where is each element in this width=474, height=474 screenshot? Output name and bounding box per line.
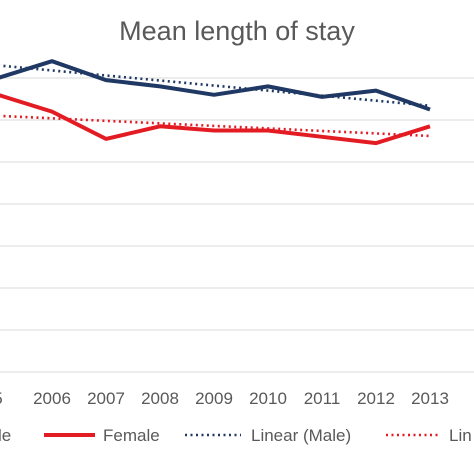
x-tick-label: 2012 xyxy=(357,389,395,408)
legend-label-male: le xyxy=(0,426,11,445)
series-line-male xyxy=(0,59,431,112)
chart-title: Mean length of stay xyxy=(119,16,355,46)
x-tick-label: 2013 xyxy=(411,389,449,408)
legend-label-linear-male: Linear (Male) xyxy=(251,426,351,445)
series-line-female xyxy=(0,93,431,146)
legend-label-linear-female: Lin xyxy=(449,426,472,445)
x-tick-label: 2006 xyxy=(33,389,71,408)
x-tick-label: 5 xyxy=(0,389,3,408)
x-tick-label: 2008 xyxy=(141,389,179,408)
x-tick-label: 2009 xyxy=(195,389,233,408)
legend-label-female: Female xyxy=(103,426,160,445)
series-line-linear-male xyxy=(0,64,431,108)
x-tick-label: 2010 xyxy=(249,389,287,408)
x-tick-label: 2011 xyxy=(304,389,341,408)
x-tick-label: 2007 xyxy=(87,389,125,408)
